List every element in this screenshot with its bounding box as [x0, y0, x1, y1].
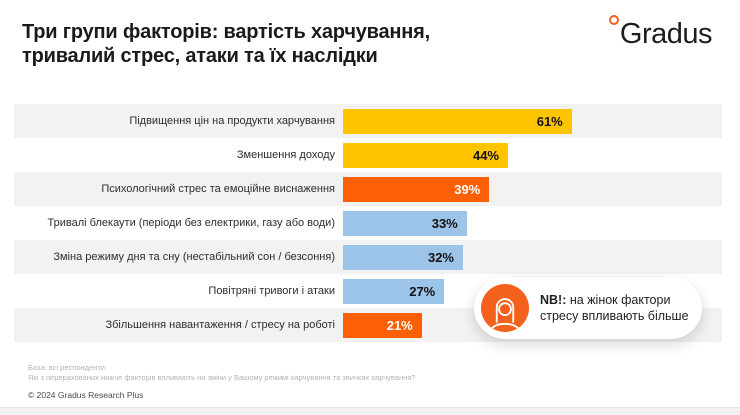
bar: 32% [343, 244, 463, 270]
footer-base-note: База: всі респонденти [28, 363, 105, 372]
chart-row: Психологічний стрес та емоційне виснажен… [14, 172, 722, 206]
bar-category-label: Зміна режиму дня та сну (нестабільний со… [53, 251, 335, 263]
bar: 33% [343, 210, 467, 236]
bar-value-label: 44% [472, 147, 499, 163]
chart-row: Підвищення цін на продукти харчування 61% [14, 104, 722, 138]
callout-text: NB!: на жінок фактори стресу впливають б… [540, 292, 690, 324]
callout-badge: NB!: [540, 293, 567, 307]
degree-icon [608, 15, 619, 25]
logo-text: Gradus [619, 18, 713, 50]
bar-category-label: Зменшення доходу [236, 149, 335, 161]
footer: База: всі респонденти Які з перераховани… [28, 363, 415, 400]
bar-value-label: 27% [409, 283, 436, 299]
title-line-2: тривалий стрес, атаки та їх наслідки [22, 45, 378, 67]
chart-row: Зміна режиму дня та сну (нестабільний со… [14, 240, 722, 274]
bar-track: 33% [343, 210, 722, 236]
bar-chart: Підвищення цін на продукти харчування 61%… [14, 104, 722, 342]
bar-category-label: Підвищення цін на продукти харчування [129, 115, 335, 127]
nb-callout: NB!: на жінок фактори стресу впливають б… [474, 277, 702, 339]
gradus-logo: Gradus [608, 15, 713, 50]
bar: 44% [343, 142, 508, 168]
callout-message: на жінок фактори стресу впливають більше [540, 293, 689, 323]
bar: 27% [343, 278, 445, 304]
chart-row: Зменшення доходу 44% [14, 138, 722, 172]
chart-row: Повітряні тривоги і атаки 27% [14, 274, 722, 308]
bar-category-label: Тривалі блекаути (періоди без електрики,… [47, 217, 335, 229]
footer-copyright: © 2024 Gradus Research Plus [28, 390, 144, 400]
bar-value-label: 33% [431, 215, 458, 231]
page-title: Три групи факторів: вартість харчування,… [22, 20, 430, 68]
bar: 39% [343, 176, 490, 202]
bar-track: 44% [343, 142, 722, 168]
bar-value-label: 39% [454, 181, 481, 197]
bar-category-label: Збільшення навантаження / стресу на робо… [105, 319, 335, 331]
bar-category-label: Психологічний стрес та емоційне виснажен… [101, 183, 335, 195]
bar-track: 61% [343, 108, 722, 134]
bar-track: 32% [343, 244, 722, 270]
bar-track: 39% [343, 176, 722, 202]
woman-icon [481, 284, 529, 332]
bar-value-label: 21% [386, 317, 413, 333]
chart-row: Тривалі блекаути (періоди без електрики,… [14, 206, 722, 240]
bar-track: 21% [343, 312, 722, 338]
bar-value-label: 61% [536, 113, 563, 129]
bar-category-label: Повітряні тривоги і атаки [208, 285, 335, 297]
footer-question: Які з перерахованих нижче факторів вплив… [28, 372, 416, 382]
bottom-strip [0, 407, 740, 415]
bar: 21% [343, 312, 422, 338]
title-line-1: Три групи факторів: вартість харчування, [22, 21, 430, 43]
bar-value-label: 32% [427, 249, 454, 265]
bar-track: 27% [343, 278, 722, 304]
bar: 61% [343, 108, 572, 134]
